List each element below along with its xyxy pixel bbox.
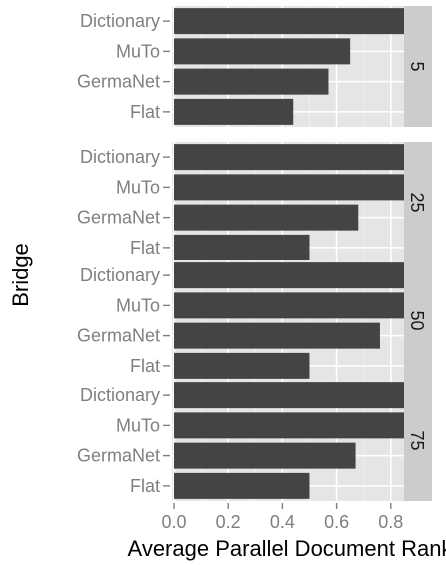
facet-strip <box>404 6 432 127</box>
panel-5: Dictionary MuTo GermaNet Flat 5 <box>77 6 432 127</box>
y-tick-label: Dictionary <box>80 265 160 285</box>
y-tick-label: Flat <box>130 356 160 376</box>
bar-muto-75 <box>174 412 404 439</box>
y-tick-label: GermaNet <box>77 326 160 346</box>
bar-muto-25 <box>174 174 404 201</box>
bar-flat-25 <box>174 234 310 261</box>
y-axis-title: Bridge <box>8 243 33 307</box>
bar-dictionary-25 <box>174 144 404 171</box>
y-tick-label: Dictionary <box>80 385 160 405</box>
y-tick-label: Flat <box>130 238 160 258</box>
panel-75: Dictionary MuTo GermaNet Flat 75 <box>77 380 432 501</box>
bar-dictionary-75 <box>174 382 404 409</box>
y-tick-label: Dictionary <box>80 147 160 167</box>
y-tick-label: MuTo <box>116 295 160 315</box>
y-tick-label: GermaNet <box>77 446 160 466</box>
facet-strip-label: 75 <box>407 430 427 450</box>
x-tick-label: 0.2 <box>216 512 241 532</box>
bar-germanet-5 <box>174 68 329 95</box>
bar-dictionary-50 <box>174 262 404 289</box>
panel-50: Dictionary MuTo GermaNet Flat 50 <box>77 260 432 381</box>
x-axis: 0.0 0.2 0.4 0.6 0.8 <box>161 503 403 532</box>
x-tick-label: 0.4 <box>270 512 295 532</box>
bar-germanet-50 <box>174 322 380 349</box>
panel-25: Dictionary MuTo GermaNet Flat 25 <box>77 142 432 263</box>
facet-strip <box>404 380 432 501</box>
facet-strip <box>404 142 432 263</box>
y-tick-label: GermaNet <box>77 208 160 228</box>
y-tick-label: Dictionary <box>80 11 160 31</box>
bar-germanet-75 <box>174 442 356 469</box>
x-axis-title: Average Parallel Document Rank <box>128 536 446 561</box>
bar-flat-5 <box>174 98 294 125</box>
bar-dictionary-5 <box>174 8 404 35</box>
y-tick-label: MuTo <box>116 177 160 197</box>
y-tick-label: MuTo <box>116 41 160 61</box>
x-tick-label: 0.0 <box>161 512 186 532</box>
x-tick-label: 0.8 <box>378 512 403 532</box>
y-tick-label: MuTo <box>116 415 160 435</box>
y-tick-label: Flat <box>130 476 160 496</box>
bar-muto-50 <box>174 292 404 319</box>
y-tick-label: GermaNet <box>77 72 160 92</box>
x-tick-label: 0.6 <box>324 512 349 532</box>
y-tick-label: Flat <box>130 102 160 122</box>
facet-strip-label: 25 <box>407 192 427 212</box>
facet-strip-label: 5 <box>407 61 427 71</box>
facet-strip <box>404 260 432 381</box>
facet-strip-label: 50 <box>407 310 427 330</box>
bar-flat-50 <box>174 352 310 379</box>
bar-muto-5 <box>174 38 351 65</box>
bar-flat-75 <box>174 472 310 499</box>
chart-panels: Dictionary MuTo GermaNet Flat 5 Dictionary MuT… <box>77 6 432 501</box>
bar-germanet-25 <box>174 204 359 231</box>
